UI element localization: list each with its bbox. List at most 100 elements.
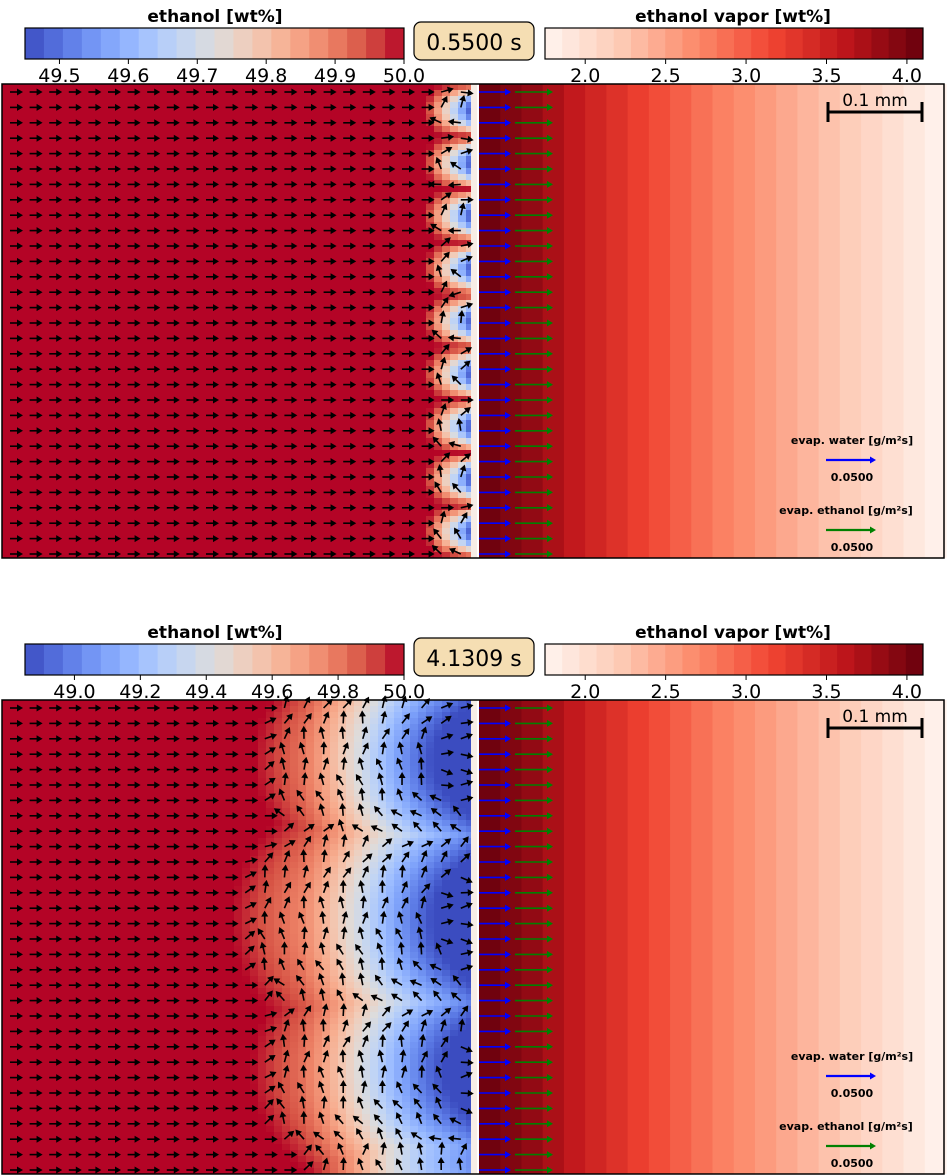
panel0-liquid-cell <box>322 414 331 421</box>
panel0-liquid-cell <box>186 444 195 451</box>
panel0-liquid-cell <box>426 540 435 547</box>
panel0-liquid-cell <box>154 84 163 91</box>
panel0-liquid-cell <box>202 84 211 91</box>
panel0-liquid-cell <box>394 318 403 325</box>
panel0-liquid-cell <box>370 132 379 139</box>
panel0-liquid-cell <box>394 504 403 511</box>
panel0-liquid-cell <box>10 312 19 319</box>
panel0-liquid-cell <box>330 318 339 325</box>
panel0-liquid-cell <box>338 498 347 505</box>
panel0-liquid-cell <box>26 132 35 139</box>
arrow-head <box>447 86 454 94</box>
panel0-liquid-cell <box>146 426 155 433</box>
panel0-liquid-cell <box>146 210 155 217</box>
arrow-head <box>428 88 435 96</box>
panel0-liquid-cell <box>106 462 115 469</box>
panel0-liquid-cell <box>426 432 435 439</box>
panel0-liquid-cell <box>434 294 443 301</box>
panel0-liquid-cell <box>218 162 227 169</box>
panel0-vapor-colorbar-band <box>871 28 890 59</box>
panel0-liquid-cell <box>10 450 19 457</box>
panel0-liquid-cell <box>354 474 363 481</box>
panel0-liquid-cell <box>442 444 451 451</box>
panel0-liquid-cell <box>362 204 371 211</box>
panel0-liquid-cell <box>338 390 347 397</box>
panel0-liquid-cell <box>282 300 291 307</box>
panel0-liquid-cell <box>282 426 291 433</box>
panel0-liquid-cell <box>410 252 419 259</box>
panel0-flow-arrow <box>362 119 376 127</box>
panel0-liquid-cell <box>298 546 307 553</box>
panel0-liquid-cell <box>434 354 443 361</box>
panel0-liquid-cell <box>442 306 451 313</box>
panel0-liquid-cell <box>154 216 163 223</box>
panel0-liquid-cell <box>218 276 227 283</box>
panel0-liquid-cell <box>418 516 427 523</box>
panel0-liquid-cell <box>258 498 267 505</box>
panel0-liquid-cell <box>162 228 171 235</box>
panel0-liquid-cell <box>202 96 211 103</box>
panel0-liquid-cell <box>58 90 67 97</box>
panel0-liquid-cell <box>58 282 67 289</box>
panel0-liquid-cell <box>74 252 83 259</box>
panel0-liquid-cell <box>346 450 355 457</box>
panel0-liquid-cell <box>114 174 123 181</box>
panel0-liquid-cell <box>2 468 11 475</box>
panel0-liquid-cell <box>34 516 43 523</box>
panel0-liquid-cell <box>90 240 99 247</box>
panel0-liquid-cell <box>218 546 227 553</box>
panel0-liquid-cell <box>274 336 283 343</box>
panel0-liquid-cell <box>26 498 35 505</box>
panel0-liquid-cell <box>2 294 11 301</box>
panel0-liquid-cell <box>434 234 443 241</box>
panel0-liquid-cell <box>202 444 211 451</box>
panel0-liquid-cell <box>458 276 467 283</box>
panel0-liquid-cell <box>26 480 35 487</box>
panel0-liquid-cell <box>402 378 411 385</box>
panel0-liquid-cell <box>458 294 467 301</box>
panel0-liquid-cell <box>298 102 307 109</box>
panel0-liquid-cell <box>122 186 131 193</box>
panel0-liquid-cell <box>322 234 331 241</box>
panel0-liquid-cell <box>154 168 163 175</box>
panel0-liquid-cell <box>402 438 411 445</box>
panel0-liquid-cell <box>122 168 131 175</box>
panel0-liquid-cell <box>34 390 43 397</box>
panel0-liquid-cell <box>362 360 371 367</box>
panel0-liquid-cell <box>338 132 347 139</box>
panel0-liquid-cell <box>274 540 283 547</box>
panel0-liquid-cell <box>98 192 107 199</box>
panel0-liquid-cell <box>10 108 19 115</box>
panel0-liquid-cell <box>354 108 363 115</box>
panel0-liquid-cell <box>250 138 259 145</box>
panel0-liquid-cell <box>138 264 147 271</box>
panel0-liquid-cell <box>74 108 83 115</box>
panel0-liquid-cell <box>282 354 291 361</box>
panel0-liquid-cell <box>114 144 123 151</box>
panel0-liquid-cell <box>226 216 235 223</box>
panel0-liquid-cell <box>2 114 11 121</box>
panel0-liquid-cell <box>434 222 443 229</box>
panel0-liquid-cell <box>402 546 411 553</box>
panel0-liquid-cell <box>202 180 211 187</box>
panel0-liquid-cell <box>122 432 131 439</box>
panel0-liquid-cell <box>394 534 403 541</box>
panel0-liquid-cell <box>106 180 115 187</box>
panel0-liquid-cell <box>98 396 107 403</box>
panel0-liquid-cell <box>386 450 395 457</box>
panel0-liquid-cell <box>234 312 243 319</box>
panel0-liquid-cell <box>314 366 323 373</box>
panel0-liquid-cell <box>42 174 51 181</box>
panel0-liquid-cell <box>258 246 267 253</box>
panel0-flow-arrow <box>323 103 337 111</box>
panel0-liquid-cell <box>258 126 267 133</box>
arrow-head <box>213 119 219 127</box>
panel0-liquid-cell <box>378 168 387 175</box>
panel0-liquid-cell <box>74 270 83 277</box>
panel0-liquid-cell <box>330 186 339 193</box>
panel0-liquid-cell <box>202 552 211 559</box>
panel0-liquid-cell <box>242 246 251 253</box>
panel0-liquid-cell <box>298 210 307 217</box>
panel0-liquid-cell <box>242 348 251 355</box>
panel0-liquid-cell <box>258 192 267 199</box>
